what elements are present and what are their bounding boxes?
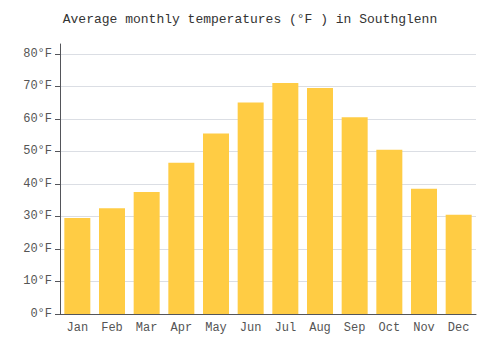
svg-text:50°F: 50°F — [23, 144, 52, 158]
svg-text:10°F: 10°F — [23, 274, 52, 288]
svg-text:Feb: Feb — [101, 321, 123, 335]
svg-text:Dec: Dec — [448, 321, 470, 335]
svg-text:Mar: Mar — [136, 321, 158, 335]
svg-text:40°F: 40°F — [23, 177, 52, 191]
svg-text:Apr: Apr — [171, 321, 193, 335]
svg-text:Nov: Nov — [413, 321, 435, 335]
svg-text:60°F: 60°F — [23, 112, 52, 126]
svg-text:Jan: Jan — [67, 321, 89, 335]
svg-text:20°F: 20°F — [23, 242, 52, 256]
svg-text:0°F: 0°F — [30, 307, 52, 321]
svg-text:May: May — [205, 321, 227, 335]
svg-text:80°F: 80°F — [23, 47, 52, 61]
svg-text:Jun: Jun — [240, 321, 262, 335]
svg-text:Average monthly temperatures (: Average monthly temperatures (°F ) in So… — [63, 12, 437, 27]
svg-text:30°F: 30°F — [23, 209, 52, 223]
svg-text:Sep: Sep — [344, 321, 366, 335]
svg-text:70°F: 70°F — [23, 79, 52, 93]
svg-text:Oct: Oct — [379, 321, 401, 335]
svg-text:Jul: Jul — [275, 321, 297, 335]
svg-text:Aug: Aug — [309, 321, 331, 335]
